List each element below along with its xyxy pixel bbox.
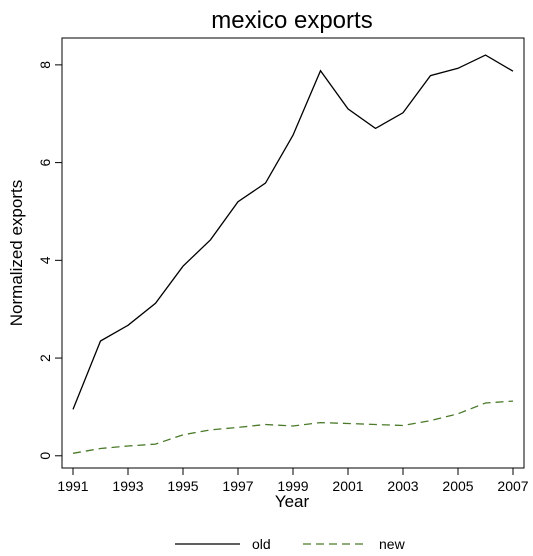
y-tick-label: 2 [37,354,53,362]
y-tick-label: 0 [37,452,53,460]
x-tick-label: 1995 [167,478,198,494]
x-tick-label: 1997 [222,478,253,494]
series-line-new [72,400,514,454]
x-axis-label: Year [275,492,310,511]
y-axis: 0 2 4 6 8 [37,61,62,460]
y-tick-label: 8 [37,61,53,69]
y-tick-label: 4 [37,256,53,264]
y-tick-label: 6 [37,159,53,167]
legend-label-old: old [252,536,271,552]
y-axis-label: Normalized exports [7,180,26,326]
series-layer [72,54,514,454]
legend: old new [175,536,406,552]
x-tick-label: 1993 [112,478,143,494]
plot-frame [61,37,525,469]
legend-label-new: new [379,536,406,552]
chart-title: mexico exports [211,7,372,34]
x-tick-label: 2007 [497,478,528,494]
x-tick-label: 2001 [332,478,363,494]
x-tick-label: 2003 [387,478,418,494]
x-tick-label: 1991 [57,478,88,494]
x-axis: 1991 1993 1995 1997 1999 2001 2003 2005 2007 [57,468,529,494]
x-tick-label: 1999 [277,478,308,494]
series-line-old [72,54,514,410]
x-tick-label: 2005 [442,478,473,494]
